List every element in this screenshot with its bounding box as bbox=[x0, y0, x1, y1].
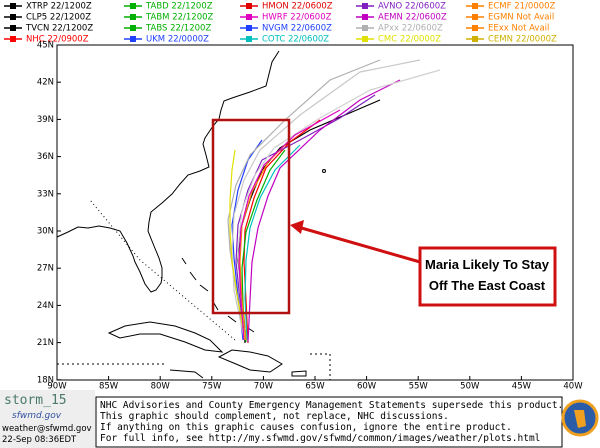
jamaica bbox=[169, 369, 204, 379]
bermuda bbox=[322, 169, 326, 173]
legend-marker bbox=[130, 36, 136, 42]
brand-panel bbox=[0, 390, 95, 448]
coastlines bbox=[56, 50, 326, 379]
legend-label: HMON 22/0600Z bbox=[262, 2, 333, 12]
disclaimer-line: This graphic should complement, not repl… bbox=[100, 411, 449, 422]
legend-label: UKM 22/0000Z bbox=[146, 35, 209, 45]
hispaniola bbox=[217, 349, 283, 373]
legend-label: AEMN 22/0600Z bbox=[378, 13, 447, 23]
disclaimer-line: NHC Advisories and County Emergency Mana… bbox=[100, 400, 563, 411]
latitude-label: 30N bbox=[37, 227, 54, 237]
legend-label: AVNO 22/0600Z bbox=[378, 2, 446, 12]
legend: XTRP 22/1200Z TABD 22/1200Z HMON 22/0600Z A… bbox=[4, 2, 557, 45]
legend-label: COTC 22/0600Z bbox=[262, 35, 329, 45]
email: weather@sfwmd.gov bbox=[2, 424, 92, 434]
annotation-line: Maria Likely To Stay bbox=[425, 257, 550, 272]
legend-marker bbox=[130, 3, 136, 9]
longitude-label: 50W bbox=[460, 382, 480, 392]
longitude-label: 55W bbox=[409, 382, 429, 392]
legend-marker bbox=[10, 14, 16, 20]
us-coast bbox=[56, 50, 280, 293]
legend-label: ECMF 21/0000Z bbox=[488, 2, 556, 12]
legend-marker bbox=[130, 25, 136, 31]
longitude-label: 40W bbox=[563, 382, 583, 392]
latitude-label: 39N bbox=[37, 115, 54, 125]
legend-label: XTRP 22/1200Z bbox=[26, 2, 92, 12]
longitude-label: 85W bbox=[99, 382, 119, 392]
boundaries bbox=[57, 199, 331, 380]
longitude-label: 75W bbox=[202, 382, 222, 392]
legend-label: TABD 22/1200Z bbox=[145, 2, 213, 12]
highlight-box bbox=[211, 118, 291, 315]
latitude-label: 21N bbox=[37, 338, 54, 348]
legend-marker bbox=[472, 25, 478, 31]
legend-marker bbox=[10, 3, 16, 9]
disclaimer: NHC Advisories and County Emergency Mana… bbox=[100, 400, 563, 444]
map-frame bbox=[56, 44, 574, 381]
legend-marker bbox=[362, 14, 368, 20]
latitude-label: 24N bbox=[37, 301, 54, 311]
longitude-label: 90W bbox=[47, 382, 67, 392]
legend-marker bbox=[10, 25, 16, 31]
legend-label: APxx 22/0600Z bbox=[378, 24, 443, 34]
legend-marker bbox=[362, 25, 368, 31]
legend-label: HWRF 22/0600Z bbox=[262, 13, 332, 23]
site: sfwmd.gov bbox=[12, 411, 62, 421]
legend-label: NVGM 22/0600Z bbox=[262, 24, 332, 34]
latitude-label: 18N bbox=[37, 375, 54, 385]
disclaimer-box bbox=[95, 396, 563, 448]
legend-marker bbox=[472, 36, 478, 42]
cuba bbox=[107, 321, 224, 353]
longitude-label: 80W bbox=[151, 382, 171, 392]
legend-label: CEMN 22/0000Z bbox=[488, 35, 557, 45]
puerto-rico bbox=[291, 370, 307, 377]
legend-label: NHC 22/0900Z bbox=[26, 35, 89, 45]
legend-label: CLP5 22/1200Z bbox=[26, 13, 91, 23]
legend-marker bbox=[246, 36, 252, 42]
longitude-label: 45W bbox=[512, 382, 532, 392]
arrow-head bbox=[290, 220, 304, 234]
legend-marker bbox=[246, 3, 252, 9]
bahamas bbox=[181, 257, 255, 333]
longitude-label: 60W bbox=[357, 382, 377, 392]
brand: storm_15 bbox=[4, 393, 67, 408]
legend-marker bbox=[472, 3, 478, 9]
legend-label: CMC 22/0000Z bbox=[378, 35, 441, 45]
logo-florida bbox=[574, 410, 586, 428]
arrow-shaft bbox=[297, 225, 421, 264]
longitude-label: 65W bbox=[305, 382, 325, 392]
legend-marker bbox=[362, 3, 368, 9]
longitude-label: 70W bbox=[254, 382, 274, 392]
disclaimer-line: For full info, see http://my.sfwmd.gov/s… bbox=[100, 433, 540, 444]
annotation-line: Off The East Coast bbox=[429, 278, 546, 293]
legend-label: EGMN Not Avail bbox=[488, 13, 554, 23]
legend-marker bbox=[246, 25, 252, 31]
timestamp: 22-Sep 08:36EDT bbox=[2, 435, 77, 445]
legend-marker bbox=[362, 36, 368, 42]
legend-label: TABM 22/1200Z bbox=[145, 13, 214, 23]
annotation-box bbox=[418, 246, 557, 307]
latitude-label: 45N bbox=[37, 41, 54, 51]
legend-label: TABS 22/1200Z bbox=[145, 24, 211, 34]
latitude-label: 33N bbox=[37, 189, 54, 199]
latitude-label: 27N bbox=[37, 264, 54, 274]
legend-marker bbox=[130, 14, 136, 20]
legend-label: EExx Not Avail bbox=[488, 24, 549, 34]
legend-marker bbox=[472, 14, 478, 20]
latitude-label: 36N bbox=[37, 152, 54, 162]
latitude-label: 42N bbox=[37, 78, 54, 88]
legend-marker bbox=[246, 14, 252, 20]
legend-label: TVCN 22/1200Z bbox=[25, 24, 93, 34]
legend-marker bbox=[10, 36, 16, 42]
disclaimer-line: If anything on this graphic causes confu… bbox=[100, 422, 512, 433]
